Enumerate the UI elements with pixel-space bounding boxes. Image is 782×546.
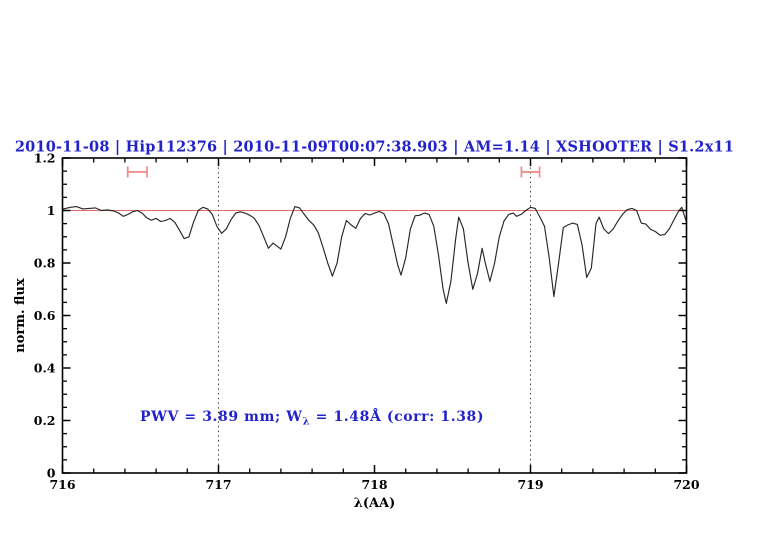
pwv-annotation-subscript: λ bbox=[303, 417, 311, 428]
plot-title: 2010-11-08 | Hip112376 | 2010-11-09T00:0… bbox=[15, 139, 734, 156]
chart-layer: 716 717 718 719 720 0 0.2 0.4 0.6 0.8 1 1.2 bbox=[34, 151, 700, 493]
pwv-annotation-part2: = 1.48Å (corr: 1.38) bbox=[310, 407, 484, 425]
y-axis-label: norm. flux bbox=[13, 278, 28, 353]
y-tick-label: 1 bbox=[47, 203, 56, 218]
x-tick-label: 716 bbox=[49, 477, 75, 492]
x-tick-label: 719 bbox=[517, 477, 543, 492]
y-tick-label: 0.8 bbox=[34, 256, 56, 271]
pwv-annotation: PWV = 3.89 mm; Wλ = 1.48Å (corr: 1.38) bbox=[140, 407, 484, 428]
y-tick-label: 0.6 bbox=[34, 308, 56, 323]
x-tick-label: 717 bbox=[205, 477, 231, 492]
pwv-annotation-part1: PWV = 3.89 mm; W bbox=[140, 409, 303, 425]
y-tick-label: 0.2 bbox=[34, 413, 56, 428]
x-tick-label: 720 bbox=[673, 477, 699, 492]
y-tick-label: 1.2 bbox=[34, 151, 56, 166]
axes-box bbox=[61, 157, 688, 474]
x-tick-label: 718 bbox=[361, 477, 387, 492]
y-tick-label: 0 bbox=[47, 466, 56, 481]
x-axis-label: λ(AA) bbox=[354, 496, 396, 511]
y-tick-label: 0.4 bbox=[34, 361, 56, 376]
spectrum-line bbox=[61, 206, 688, 304]
